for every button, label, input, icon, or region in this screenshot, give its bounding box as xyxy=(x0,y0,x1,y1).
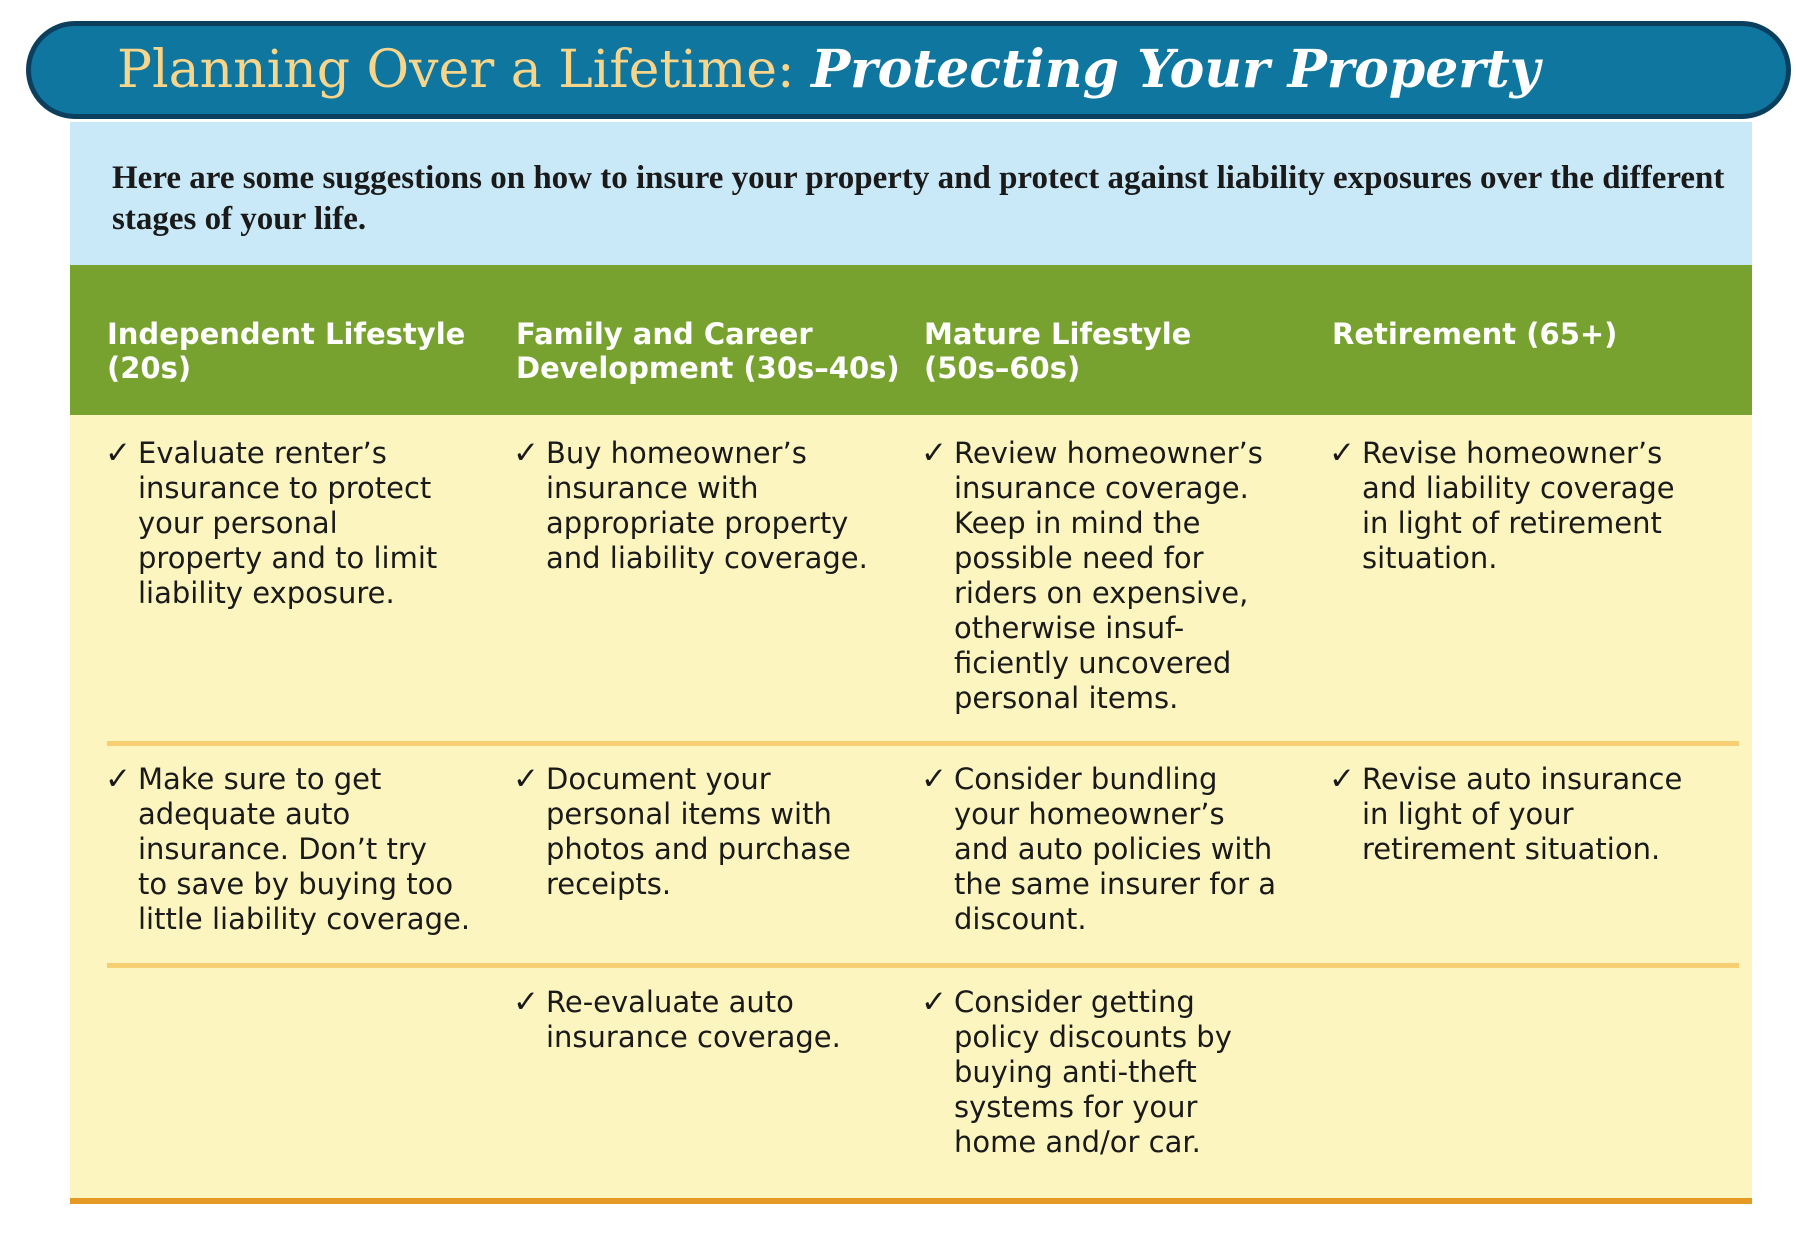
checkmark-icon: ✓ xyxy=(513,984,539,1020)
checkmark-icon: ✓ xyxy=(1329,435,1355,471)
checkmark-icon: ✓ xyxy=(921,761,947,797)
checkmark-icon: ✓ xyxy=(105,435,131,471)
row-divider xyxy=(107,963,1739,968)
checkmark-icon: ✓ xyxy=(921,435,947,471)
list-item: ✓ Consider bundling your homeowner’s and… xyxy=(921,762,1311,937)
column-header-retirement: Retirement (65+) xyxy=(1332,317,1618,351)
item-text: Buy homeowner’s insurance with appropria… xyxy=(546,436,868,575)
list-item: ✓ Document your personal items with phot… xyxy=(513,762,903,902)
item-text: Review homeowner’s insurance coverage. K… xyxy=(954,436,1263,715)
list-item: ✓ Revise homeowner’s and liability cover… xyxy=(1329,436,1719,576)
intro-panel: Here are some suggestions on how to insu… xyxy=(70,122,1752,265)
title-emphasis: Protecting Your Property xyxy=(811,39,1540,100)
list-item: ✓ Review homeowner’s insurance coverage.… xyxy=(921,436,1311,716)
item-text: Re-evaluate auto insurance coverage. xyxy=(546,985,841,1054)
title-banner: Planning Over a Lifetime: Protecting You… xyxy=(26,21,1791,119)
list-item: ✓ Make sure to get adequate auto insuran… xyxy=(105,762,495,937)
bottom-rule xyxy=(70,1198,1752,1204)
checkmark-icon: ✓ xyxy=(1329,761,1355,797)
list-item: ✓ Consider getting policy discounts by b… xyxy=(921,985,1311,1160)
title-main: Planning Over a Lifetime: xyxy=(117,40,812,100)
item-text: Revise homeowner’s and liability coverag… xyxy=(1362,436,1675,575)
item-text: Consider bundling your homeowner’s and a… xyxy=(954,762,1277,936)
list-item: ✓ Revise auto insurance in light of your… xyxy=(1329,762,1719,867)
intro-text: Here are some suggestions on how to insu… xyxy=(112,160,1725,237)
table-body xyxy=(70,415,1752,1200)
column-header-independent-lifestyle: Independent Lifestyle (20s) xyxy=(107,317,466,385)
item-text: Document your personal items with photos… xyxy=(546,762,851,901)
page-title: Planning Over a Lifetime: Protecting You… xyxy=(117,37,1540,103)
list-item: ✓ Re-evaluate auto insurance coverage. xyxy=(513,985,903,1055)
item-text: Consider getting policy discounts by buy… xyxy=(954,985,1232,1159)
item-text: Revise auto insurance in light of your r… xyxy=(1362,762,1683,866)
item-text: Evaluate renter’s insurance to protect y… xyxy=(138,436,438,610)
column-header-mature-lifestyle: Mature Lifestyle (50s–60s) xyxy=(924,317,1192,385)
item-text: Make sure to get adequate auto insurance… xyxy=(138,762,471,936)
row-divider xyxy=(107,741,1739,746)
list-item: ✓ Buy homeowner’s insurance with appropr… xyxy=(513,436,903,576)
column-header-band: Independent Lifestyle (20s) Family and C… xyxy=(70,265,1752,415)
checkmark-icon: ✓ xyxy=(513,761,539,797)
checkmark-icon: ✓ xyxy=(921,984,947,1020)
checkmark-icon: ✓ xyxy=(513,435,539,471)
checkmark-icon: ✓ xyxy=(105,761,131,797)
list-item: ✓ Evaluate renter’s insurance to protect… xyxy=(105,436,495,611)
column-header-family-career: Family and Career Development (30s–40s) xyxy=(516,317,900,385)
